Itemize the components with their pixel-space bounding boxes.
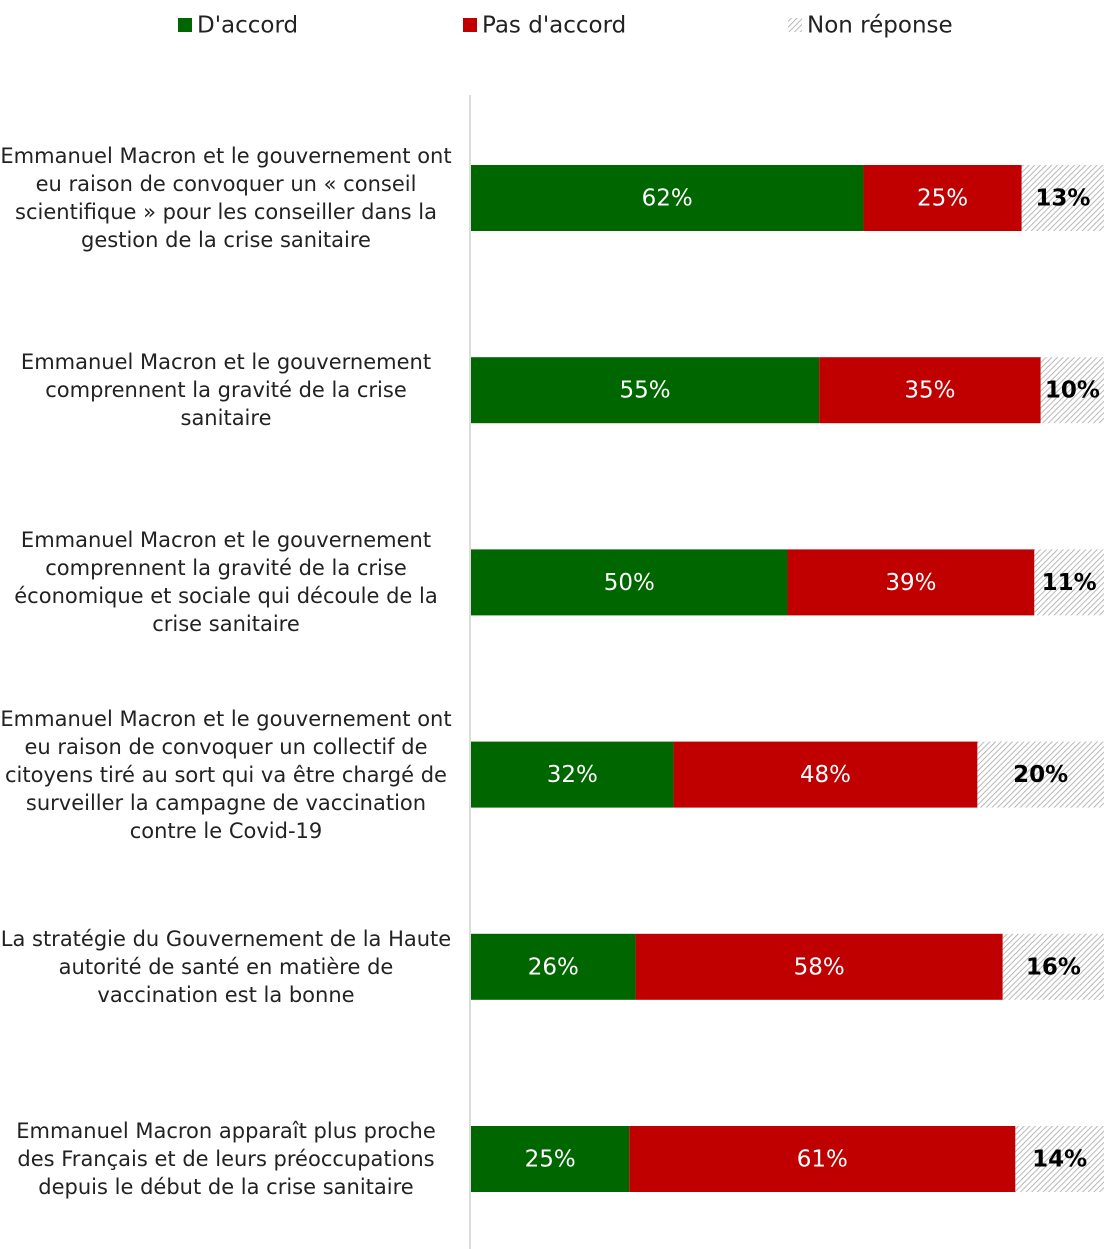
bar-segment <box>819 357 1041 424</box>
bar-segment <box>1040 357 1104 424</box>
bar-segment <box>1002 933 1104 1000</box>
bar-segment <box>1034 549 1104 616</box>
bar-segment <box>629 1126 1016 1192</box>
bar-segment <box>471 165 864 231</box>
value-label: 50% <box>604 570 655 596</box>
legend-label: Non réponse <box>807 13 953 39</box>
bar-segment <box>471 1126 630 1192</box>
legend-swatch <box>788 18 802 32</box>
bar-segment <box>471 933 636 1000</box>
value-label: 26% <box>528 954 579 980</box>
category-label: Emmanuel Macron et le gouvernement compr… <box>20 350 432 431</box>
bar-segment <box>635 933 1003 1000</box>
legend-swatch <box>463 18 477 32</box>
bar-segment <box>977 741 1104 808</box>
value-label: 20% <box>1013 762 1068 788</box>
bar-segment <box>471 549 788 616</box>
value-label: 25% <box>917 186 968 212</box>
value-label: 35% <box>904 378 955 404</box>
bar-segment <box>1015 1126 1104 1192</box>
bar-segment <box>471 741 674 808</box>
bar-segment <box>673 741 978 808</box>
value-label: 10% <box>1045 378 1100 404</box>
value-label: 32% <box>547 762 598 788</box>
value-label: 11% <box>1042 570 1097 596</box>
value-label: 13% <box>1035 186 1090 212</box>
value-label: 61% <box>797 1147 848 1173</box>
category-label: La stratégie du Gouvernement de la Haute… <box>0 926 452 1007</box>
value-label: 62% <box>642 186 693 212</box>
value-label: 58% <box>794 954 845 980</box>
category-label: Emmanuel Macron et le gouvernement ont e… <box>0 706 452 843</box>
legend-swatch <box>178 18 192 32</box>
legend-label: D'accord <box>197 13 298 39</box>
category-label: Emmanuel Macron apparaît plus proche des… <box>16 1119 436 1199</box>
value-label: 39% <box>885 570 936 596</box>
bar-segment <box>863 165 1022 231</box>
legend-label: Pas d'accord <box>482 13 626 39</box>
value-label: 14% <box>1032 1147 1087 1173</box>
bar-segment <box>471 357 820 424</box>
bar-segment <box>787 549 1035 616</box>
category-label: Emmanuel Macron et le gouvernement ont e… <box>0 144 452 252</box>
category-label: Emmanuel Macron et le gouvernement compr… <box>14 528 438 637</box>
value-label: 25% <box>525 1147 576 1173</box>
bar-segment <box>1021 165 1104 231</box>
value-label: 55% <box>620 378 671 404</box>
value-label: 48% <box>800 762 851 788</box>
value-label: 16% <box>1026 954 1081 980</box>
